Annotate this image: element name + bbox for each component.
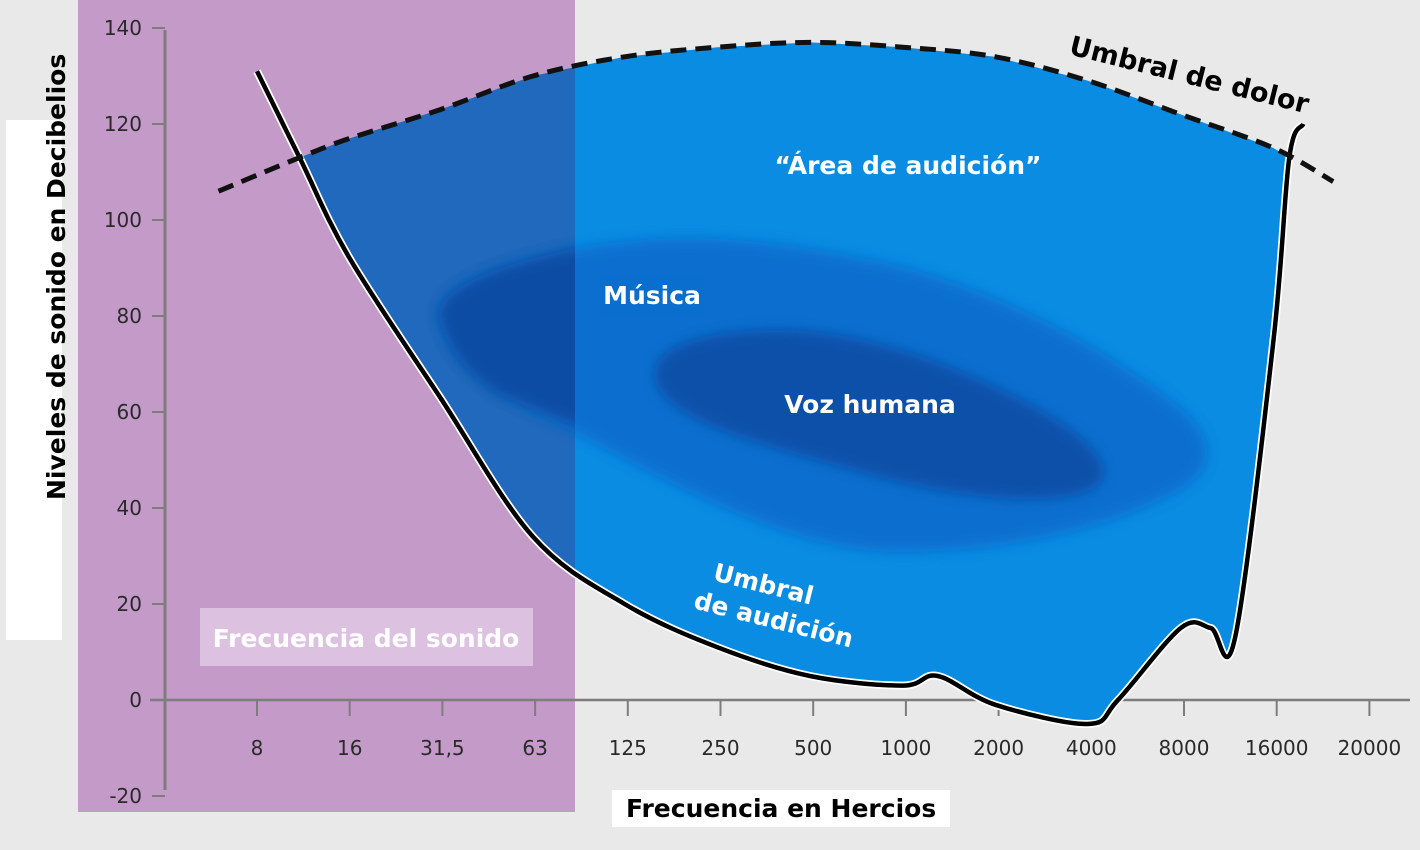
pain-threshold-line xyxy=(217,39,1335,194)
x-tick-label: 1000 xyxy=(880,736,931,760)
band-label: Frecuencia del sonido xyxy=(213,624,520,653)
y-tick-label: 60 xyxy=(117,400,142,424)
x-tick-label: 125 xyxy=(609,736,647,760)
x-tick-label: 16 xyxy=(337,736,362,760)
x-axis-title: Frecuencia en Hercios xyxy=(612,790,951,827)
x-tick-label: 31,5 xyxy=(420,736,465,760)
x-tick-label: 250 xyxy=(701,736,739,760)
music-label: Música xyxy=(603,281,701,310)
music-in-band xyxy=(439,238,575,460)
x-tick-label: 16000 xyxy=(1245,736,1309,760)
y-tick-label: 100 xyxy=(104,208,142,232)
y-tick-label: 20 xyxy=(117,592,142,616)
x-tick-label: 4000 xyxy=(1066,736,1117,760)
y-tick-label: 120 xyxy=(104,112,142,136)
y-tick-label: 0 xyxy=(129,688,142,712)
band-label-bg xyxy=(200,608,533,666)
hearing-area-label: “Área de audición” xyxy=(775,151,1042,180)
x-tick-label: 2000 xyxy=(973,736,1024,760)
voice-label: Voz humana xyxy=(784,390,956,419)
y-tick-label: 140 xyxy=(104,16,142,40)
x-tick-label: 8000 xyxy=(1159,736,1210,760)
y-tick-label: 80 xyxy=(117,304,142,328)
x-tick-label: 500 xyxy=(794,736,832,760)
y-tick-label: 40 xyxy=(117,496,142,520)
music-label-bg xyxy=(602,276,703,316)
y-axis-ticks: 140 120 100 80 60 40 20 0 -20 xyxy=(104,16,165,808)
x-tick-label: 63 xyxy=(522,736,547,760)
x-tick-label: 20000 xyxy=(1338,736,1402,760)
y-axis-title: Niveles de sonido en Decibelios xyxy=(42,53,71,500)
y-axis-title-bg: Niveles de sonido en Decibelios xyxy=(6,54,71,640)
hearing-threshold-line xyxy=(254,70,1306,727)
x-tick-label: 8 xyxy=(251,736,264,760)
voice-region xyxy=(654,329,1104,500)
y-tick-label: -20 xyxy=(109,784,142,808)
